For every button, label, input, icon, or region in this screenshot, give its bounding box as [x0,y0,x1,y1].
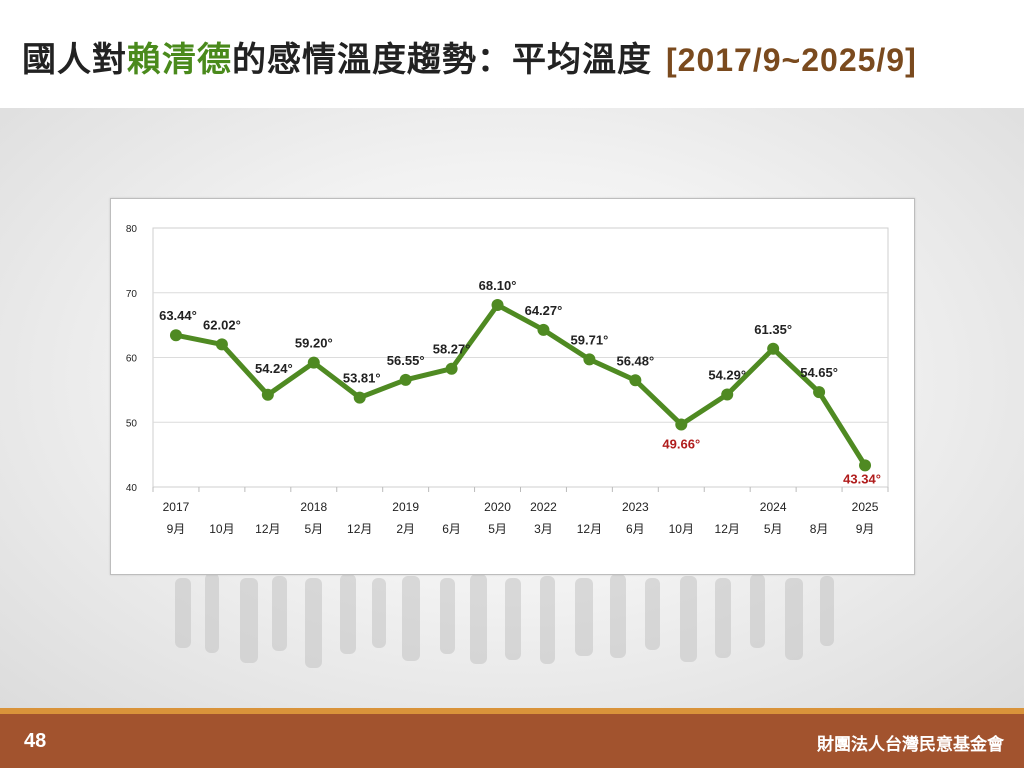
x-month-label: 12月 [255,522,280,536]
data-point [813,386,826,399]
x-month-label: 9月 [167,522,186,536]
data-point [537,323,550,336]
line-chart: 40 50 60 70 80 63.44° 62.02° 54.24°59.20° 53.81°… [126,224,889,536]
x-month-label: 6月 [442,522,461,536]
data-label: 54.65° [800,365,838,380]
footer-bar: 48 財團法人台灣民意基金會 [0,714,1024,768]
data-label: 53.81° [343,371,381,386]
x-year-label: 2025 [852,500,879,514]
x-month-label: 6月 [626,522,645,536]
data-point [261,388,274,401]
slide-title: 國人對賴清德的感情溫度趨勢：平均溫度 [2017/9~2025/9] [22,32,917,81]
organization-name: 財團法人台灣民意基金會 [817,735,1004,755]
data-point [767,342,780,355]
x-month-label: 5月 [488,522,507,536]
x-year-label: 2020 [484,500,511,514]
data-point [353,391,366,404]
data-label: 54.29° [708,367,746,382]
x-month-label: 2月 [396,522,415,536]
y-tick-label: 70 [126,289,138,300]
title-suffix: 的感情溫度趨勢：平均溫度 [232,40,652,80]
data-label: 58.27° [433,342,471,357]
x-month-label: 5月 [304,522,323,536]
title-highlight: 賴清德 [127,40,232,80]
footer-accent-stripe [0,708,1024,714]
data-point [491,299,504,312]
page-number: 48 [24,730,47,752]
data-point [859,459,872,472]
data-label: 68.10° [479,278,517,293]
data-point [583,353,596,366]
x-month-label: 10月 [209,522,234,536]
data-label: 56.55° [387,353,425,368]
data-label: 59.71° [571,332,609,347]
x-year-label: 2019 [392,500,419,514]
data-label: 62.02° [203,317,241,332]
y-tick-label: 60 [126,354,138,365]
x-month-label: 12月 [577,522,602,536]
chart-card: 40 50 60 70 80 63.44° 62.02° 54.24° 59.20° 53.81°… [110,198,915,575]
data-point [215,338,228,351]
series-line [173,302,868,468]
data-label: 61.35° [754,322,792,337]
x-month-label: 9月 [856,522,875,536]
y-tick-label: 40 [126,483,138,494]
y-tick-label: 50 [126,418,138,429]
data-point [629,374,642,387]
x-year-label: 2024 [760,500,787,514]
data-label: 43.34° [843,471,881,486]
data-point [307,356,320,369]
x-month-label: 3月 [534,522,553,536]
data-label: 64.27° [525,303,563,318]
data-label: 49.66° [662,436,700,451]
x-month-label: 12月 [715,522,740,536]
x-year-label: 2018 [300,500,327,514]
data-point [169,329,182,342]
title-prefix: 國人對 [22,40,127,80]
x-year-label: 2023 [622,500,649,514]
y-tick-label: 80 [126,224,138,235]
x-month-label: 10月 [669,522,694,536]
title-bar: 國人對賴清德的感情溫度趨勢：平均溫度 [2017/9~2025/9] [0,0,1024,108]
x-year-label: 2017 [163,500,190,514]
data-label: 56.48° [616,353,654,368]
crowd-silhouette-background [175,573,834,668]
x-month-label: 8月 [810,522,829,536]
x-year-label: 2022 [530,500,557,514]
data-point [675,418,688,431]
data-label: 54.24° [255,361,293,376]
x-month-label: 12月 [347,522,372,536]
data-point [399,373,412,386]
data-point [445,362,458,375]
data-label: 59.20° [295,336,333,351]
x-month-label: 5月 [764,522,783,536]
data-point [721,388,734,401]
title-date-range: [2017/9~2025/9] [666,42,917,78]
data-label: 63.44° [159,308,197,323]
